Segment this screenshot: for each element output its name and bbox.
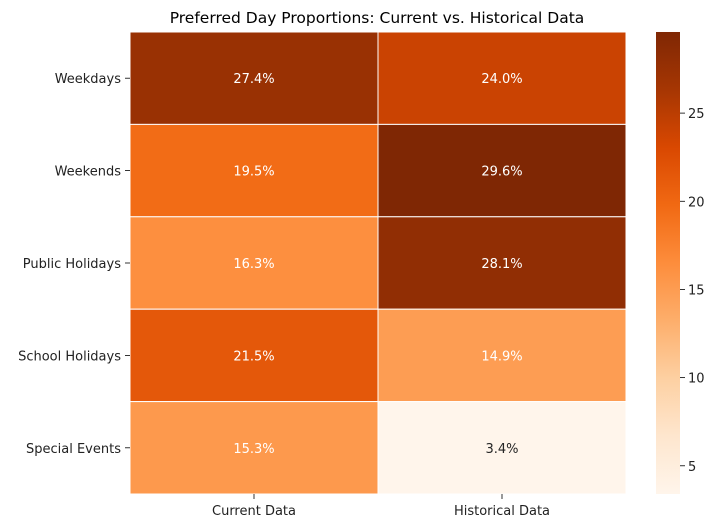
x-tick-label: Current Data [212,504,296,519]
y-axis: Weekdays Weekends Public Holidays School Ho… [18,72,130,457]
x-tick-label: Historical Data [454,504,550,519]
colorbar-tick-label: 25 [688,107,705,122]
cell-value-label: 14.9% [481,349,522,364]
cell-value-label: 19.5% [233,165,274,180]
colorbar-tick-label: 20 [688,195,705,210]
heatmap-cell [377,401,627,495]
colorbar-tick-label: 10 [688,372,705,387]
cell-value-label: 3.4% [485,442,518,457]
y-tick-label: Public Holidays [23,257,121,272]
cell-value-label: 24.0% [481,72,522,87]
y-tick-label: Weekends [55,165,122,180]
cell-value-label: 29.6% [481,165,522,180]
cell-value-label: 15.3% [233,442,274,457]
cell-value-label: 27.4% [233,72,274,87]
y-tick-label: Special Events [26,442,121,457]
heatmap-cell [377,123,627,218]
heatmap-cell [129,216,379,310]
colorbar-tick-label: 5 [688,460,696,475]
heatmap-cell [129,31,379,125]
chart-title: Preferred Day Proportions: Current vs. H… [170,9,585,27]
cell-value-label: 16.3% [233,257,274,272]
heatmap-cell-labels: 27.4% 24.0% 19.5% 29.6% 16.3% 28.1% 21.5% 14.9%… [233,72,522,457]
colorbar [656,32,680,494]
x-axis: Current Data Historical Data [212,494,550,519]
heatmap-cell [377,31,627,125]
cell-value-label: 21.5% [233,349,274,364]
y-tick-label: School Holidays [18,349,121,364]
heatmap-cells [129,31,627,495]
heatmap-cell [129,123,379,218]
heatmap-cell [377,308,627,403]
cell-value-label: 28.1% [481,257,522,272]
colorbar-tick-label: 15 [688,283,705,298]
y-tick-label: Weekdays [55,72,122,87]
heatmap-cell [377,216,627,310]
colorbar-axis: 5 10 15 20 25 [680,107,705,475]
